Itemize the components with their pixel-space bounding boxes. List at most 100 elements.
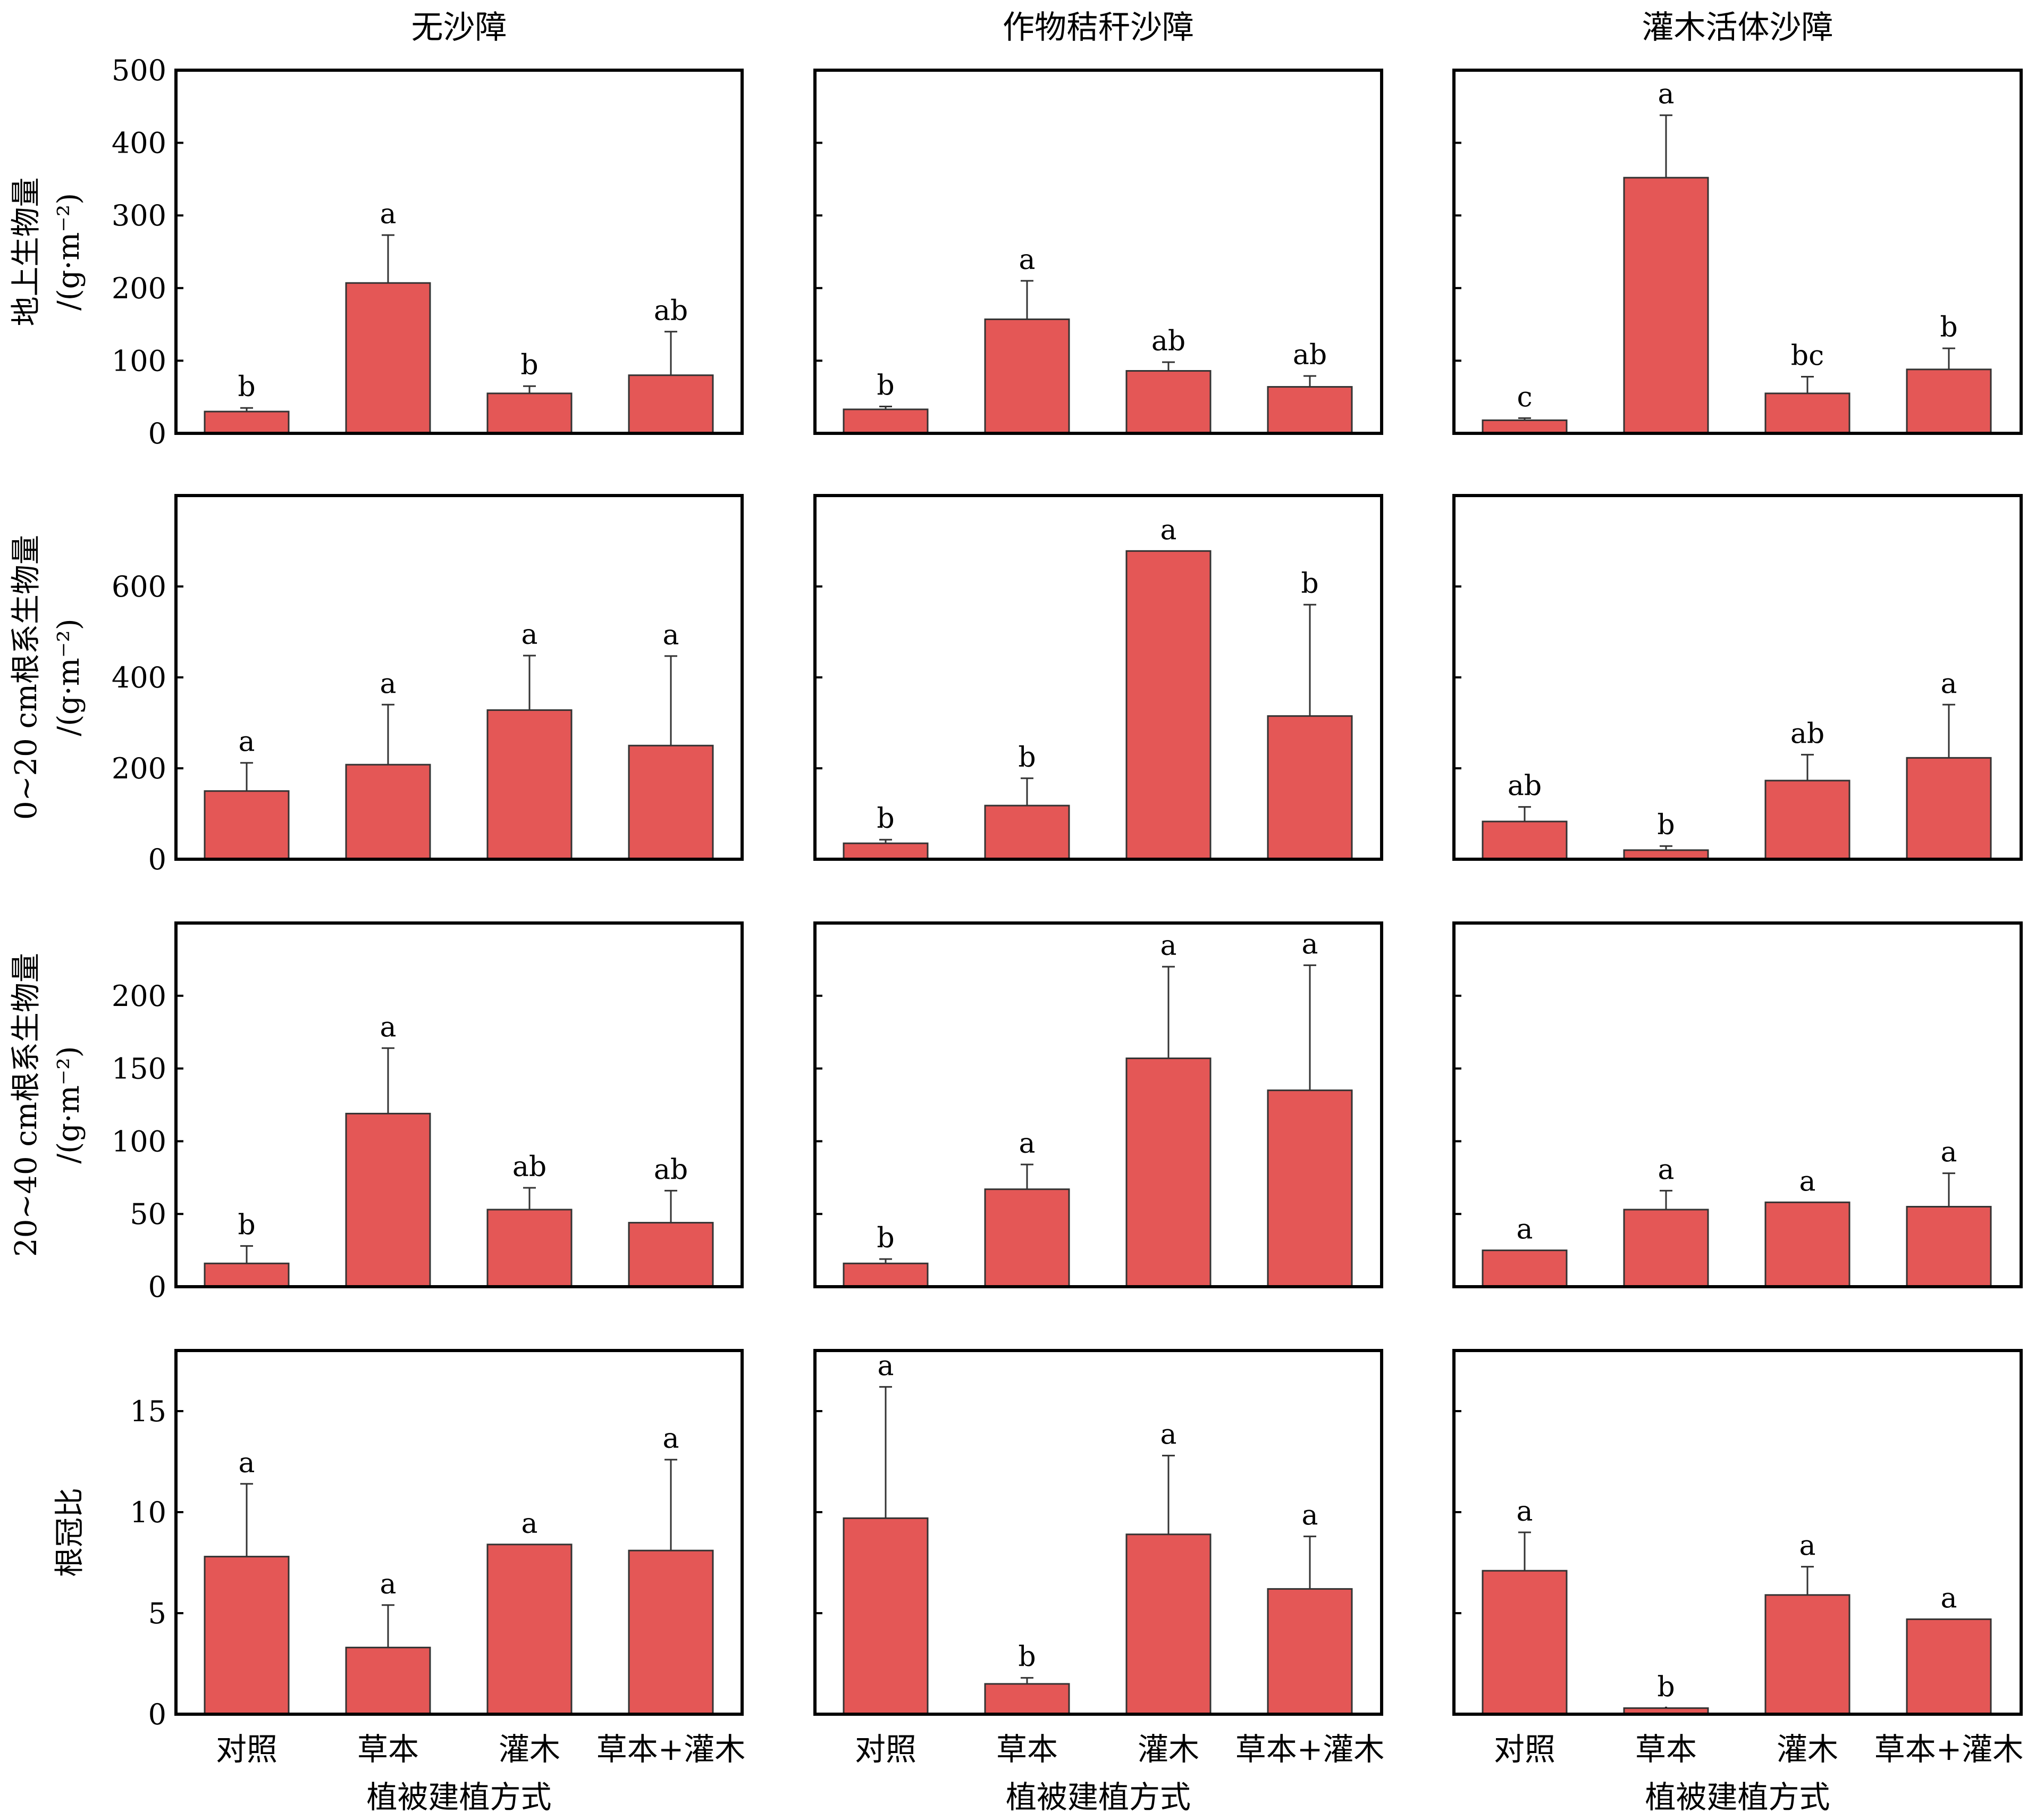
significance-letter: b xyxy=(877,803,894,835)
significance-letter: b xyxy=(520,349,538,381)
y-tick-label: 600 xyxy=(112,570,166,603)
bar xyxy=(204,1262,290,1288)
significance-letter: b xyxy=(877,370,894,401)
panel-frame xyxy=(174,69,744,435)
significance-letter: a xyxy=(1301,1500,1318,1532)
significance-letter: b xyxy=(1018,1641,1036,1673)
y-tick-label: 200 xyxy=(112,272,166,305)
significance-letter: a xyxy=(1301,928,1318,960)
significance-letter: b xyxy=(238,371,255,403)
y-axis-label: 根冠比 xyxy=(53,1488,87,1577)
bar xyxy=(1267,1089,1353,1288)
x-tick-label: 对照 xyxy=(216,1731,277,1767)
bar xyxy=(345,764,431,860)
y-axis-label: /(g·m⁻²) xyxy=(52,618,86,736)
significance-letter: ab xyxy=(1151,325,1185,357)
bar xyxy=(1764,392,1850,434)
bar xyxy=(204,790,290,860)
bar xyxy=(1125,550,1212,860)
panel-frame xyxy=(174,1349,744,1716)
bar xyxy=(984,318,1070,434)
panel-frame xyxy=(1452,494,2023,861)
bar xyxy=(1482,419,1568,434)
panel-frame xyxy=(174,494,744,861)
bar xyxy=(1764,1201,1850,1288)
column-title: 灌木活体沙障 xyxy=(1642,9,1833,46)
x-tick-label: 对照 xyxy=(1494,1731,1555,1767)
y-tick-label: 100 xyxy=(112,1125,166,1158)
bar xyxy=(628,744,714,860)
significance-letter: a xyxy=(380,198,396,230)
bar xyxy=(628,374,714,434)
x-tick-label: 灌木 xyxy=(1138,1731,1199,1767)
significance-letter: a xyxy=(1940,1137,1957,1169)
x-tick-label: 灌木 xyxy=(499,1731,560,1767)
significance-letter: a xyxy=(1940,1582,1957,1614)
y-tick-label: 0 xyxy=(148,417,166,450)
significance-letter: a xyxy=(1019,244,1035,276)
bar xyxy=(1482,820,1568,860)
significance-letter: ab xyxy=(1508,770,1542,802)
y-tick-label: 200 xyxy=(112,752,166,785)
bar xyxy=(345,282,431,434)
y-tick-label: 100 xyxy=(112,344,166,378)
significance-letter: b xyxy=(1018,742,1036,774)
x-axis-label: 植被建植方式 xyxy=(1645,1779,1830,1815)
bar xyxy=(1906,1618,1992,1715)
bar xyxy=(843,1517,929,1715)
bar xyxy=(1267,386,1353,434)
panel-frame xyxy=(813,69,1383,435)
significance-letter: a xyxy=(1799,1165,1815,1197)
y-tick-label: 5 xyxy=(148,1597,166,1630)
significance-letter: b xyxy=(1657,1672,1675,1704)
panel-r1-c2: b a ab ab xyxy=(813,69,1383,435)
y-tick-label: 150 xyxy=(112,1052,166,1086)
bar xyxy=(628,1549,714,1715)
y-axis-label: 地上生物量 xyxy=(9,178,44,326)
panel-r3-c1: 0 50 100 150 200 b a ab ab xyxy=(112,921,744,1304)
significance-letter: ab xyxy=(1293,339,1327,371)
significance-letter: ab xyxy=(654,1154,688,1186)
significance-letter: a xyxy=(662,619,679,651)
panel-frame xyxy=(813,494,1383,861)
panel-r2-c2: b b a b xyxy=(813,494,1383,861)
significance-letter: a xyxy=(1658,1154,1674,1186)
x-tick-label: 草本 xyxy=(357,1731,419,1767)
panel-frame xyxy=(813,1349,1383,1716)
bar xyxy=(204,410,290,434)
bar xyxy=(843,842,929,860)
bar xyxy=(345,1112,431,1288)
bar xyxy=(984,804,1070,860)
significance-letter: a xyxy=(380,668,396,700)
bar xyxy=(204,1556,290,1715)
significance-letter: a xyxy=(380,1569,396,1600)
bar xyxy=(1125,1533,1212,1715)
panel-r4-c1: 0 5 10 15 a a a a xyxy=(130,1349,744,1731)
bar xyxy=(628,1222,714,1288)
x-axis-label: 植被建植方式 xyxy=(1006,1779,1191,1815)
significance-letter: a xyxy=(238,1447,255,1479)
panel-r3-c2: b a a a xyxy=(813,921,1383,1288)
y-tick-label: 400 xyxy=(112,127,166,160)
significance-letter: ab xyxy=(654,295,688,327)
significance-letter: a xyxy=(380,1011,396,1043)
y-tick-label: 0 xyxy=(148,1270,166,1304)
bar xyxy=(486,1544,573,1715)
bar xyxy=(1764,1594,1850,1715)
significance-letter: a xyxy=(521,1508,537,1540)
panel-r4-c2: a b a a xyxy=(813,1349,1383,1716)
x-tick-label: 灌木 xyxy=(1777,1731,1838,1767)
significance-letter: a xyxy=(1658,79,1674,111)
x-tick-label: 对照 xyxy=(855,1731,916,1767)
panel-frame xyxy=(1452,1349,2023,1716)
bar xyxy=(984,1683,1070,1715)
panel-r2-c1: 0 200 400 600 a a a a xyxy=(112,494,744,876)
significance-letter: a xyxy=(1019,1128,1035,1160)
bar xyxy=(1482,1249,1568,1288)
y-tick-label: 0 xyxy=(148,843,166,876)
significance-letter: a xyxy=(1516,1496,1533,1528)
significance-letter: a xyxy=(877,1350,894,1382)
significance-letter: b xyxy=(1940,312,1957,343)
bar xyxy=(486,709,573,860)
